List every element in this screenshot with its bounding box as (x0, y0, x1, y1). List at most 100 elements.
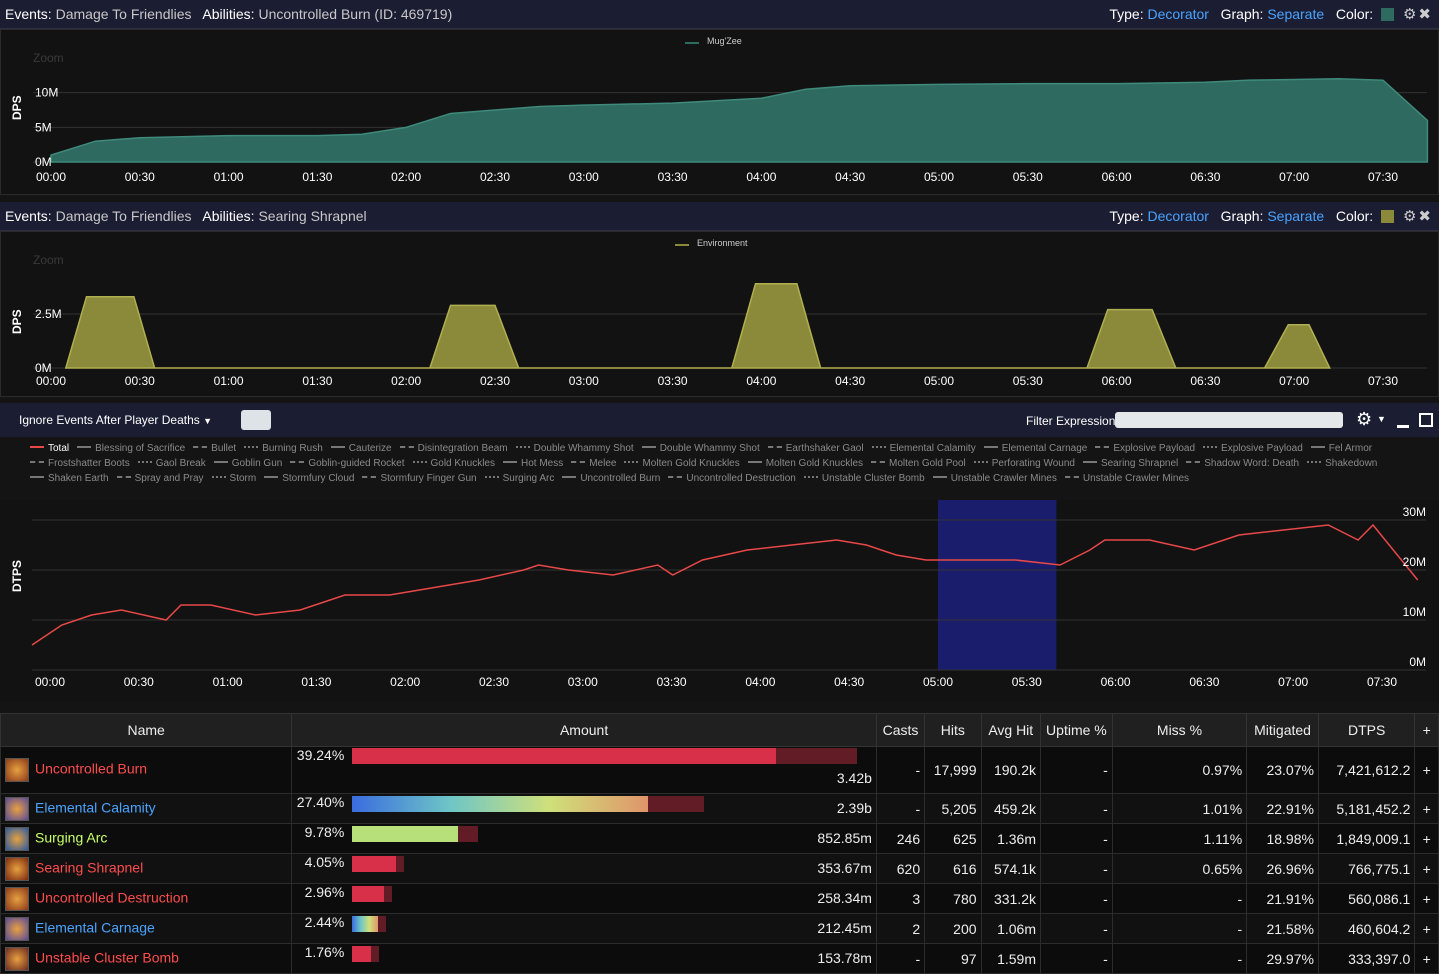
legend-item[interactable]: Storm (211, 471, 256, 486)
expand-button[interactable]: + (1414, 943, 1439, 974)
legend-item[interactable]: Unstable Crawler Mines (1064, 471, 1189, 486)
legend-item[interactable]: Shadow Word: Death (1186, 456, 1299, 471)
table-row[interactable]: Unstable Cluster Bomb 1.76% 153.78m -97 1.59… (0, 943, 1439, 974)
legend-item[interactable]: Frostshatter Boots (30, 456, 130, 471)
legend-item[interactable]: Gaol Break (137, 456, 206, 471)
legend-item[interactable]: Cauterize (330, 441, 392, 456)
legend-item[interactable]: Uncontrolled Burn (562, 471, 660, 486)
ability-name-cell[interactable]: Elemental Carnage (0, 913, 293, 945)
legend-item[interactable]: Goblin Gun (213, 456, 282, 471)
maximize-icon[interactable] (1419, 413, 1433, 427)
legend-item[interactable]: Elemental Calamity (871, 441, 976, 456)
zoom-label[interactable]: Zoom (33, 253, 64, 267)
legend-item[interactable]: Molten Gold Knuckles (624, 456, 740, 471)
expand-button[interactable]: + (1414, 793, 1439, 825)
table-row[interactable]: Uncontrolled Burn 39.24% 3.42b -17,999 190.2… (0, 745, 1439, 795)
toggle-button[interactable] (241, 410, 271, 430)
legend-item[interactable]: Disintegration Beam (399, 441, 508, 456)
ability-name-cell[interactable]: Elemental Calamity (0, 793, 293, 825)
type-link[interactable]: Decorator (1147, 208, 1209, 224)
dps-chart-1[interactable]: Zoom Mug'Zee DPS 0M 5M 10M 00:00 00:30 01:00… (1, 30, 1438, 194)
ability-name-cell[interactable]: Surging Arc (0, 823, 293, 855)
legend-item[interactable]: Spray and Pray (116, 471, 204, 486)
legend-item[interactable]: Searing Shrapnel (1082, 456, 1178, 471)
ability-name[interactable]: Unstable Cluster Bomb (35, 949, 179, 966)
col-uptime[interactable]: Uptime % (1040, 713, 1113, 747)
gear-icon[interactable]: ⚙ (1356, 409, 1373, 429)
close-icon[interactable]: ✖ (1418, 208, 1431, 225)
expand-button[interactable]: + (1414, 745, 1439, 795)
caret-down-icon[interactable]: ▼ (1377, 414, 1386, 424)
ability-name-cell[interactable]: Unstable Cluster Bomb (0, 943, 293, 974)
abilities-value[interactable]: Uncontrolled Burn (ID: 469719) (258, 6, 453, 22)
ability-name-cell[interactable]: Uncontrolled Destruction (0, 883, 293, 915)
legend-item[interactable]: Hot Mess (502, 456, 563, 471)
legend-item[interactable]: Explosive Payload (1203, 441, 1303, 456)
graph-link[interactable]: Separate (1267, 6, 1325, 22)
table-row[interactable]: Surging Arc 9.78% 852.85m 246 625 1.36m -1.11%… (0, 823, 1439, 855)
legend-item[interactable]: Double Whammy Shot (641, 441, 760, 456)
ignore-deaths-dropdown[interactable]: Ignore Events After Player Deaths ▼ (19, 413, 212, 427)
chart-area[interactable]: Zoom Environment DPS 0M 2.5M 00:00 00:30 01… (0, 231, 1439, 397)
filter-input[interactable] (1115, 412, 1343, 428)
legend-item[interactable]: Earthshaker Gaol (767, 441, 864, 456)
legend-label[interactable]: Mug'Zee (707, 36, 742, 46)
legend-item[interactable]: Melee (571, 456, 616, 471)
legend-item[interactable]: Molten Gold Knuckles (747, 456, 863, 471)
dtps-chart[interactable]: DTPS 0M 10M 20M 30M 00:00 00:30 01:00 01:30 02:… (0, 500, 1439, 702)
gear-icon[interactable]: ⚙ (1402, 208, 1417, 225)
ability-name[interactable]: Surging Arc (35, 829, 108, 846)
expand-button[interactable]: + (1414, 883, 1439, 915)
minimize-icon[interactable] (1397, 425, 1409, 428)
ability-name[interactable]: Elemental Calamity (35, 799, 156, 816)
expand-button[interactable]: + (1414, 913, 1439, 945)
legend-label[interactable]: Environment (697, 238, 748, 248)
legend-item[interactable]: Shaken Earth (30, 471, 109, 486)
events-value[interactable]: Damage To Friendlies (55, 208, 192, 224)
abilities-value[interactable]: Searing Shrapnel (258, 208, 367, 224)
chart-area[interactable]: Zoom Mug'Zee DPS 0M 5M 10M 00:00 00:30 01:00… (0, 29, 1439, 195)
expand-button[interactable]: + (1414, 853, 1439, 885)
zoom-label[interactable]: Zoom (33, 51, 64, 65)
legend-item[interactable]: Unstable Cluster Bomb (803, 471, 925, 486)
legend-item[interactable]: Gold Knuckles (412, 456, 495, 471)
ability-name[interactable]: Elemental Carnage (35, 919, 155, 936)
legend-item[interactable]: Fel Armor (1310, 441, 1372, 456)
color-swatch[interactable] (1381, 8, 1395, 21)
legend-item[interactable]: Perforating Wound (973, 456, 1075, 471)
table-row[interactable]: Uncontrolled Destruction 2.96% 258.34m 3 780… (0, 883, 1439, 915)
table-row[interactable]: Elemental Calamity 27.40% 2.39b -5,205 459.2… (0, 793, 1439, 825)
legend-item[interactable]: Uncontrolled Destruction (668, 471, 796, 486)
legend-item[interactable]: Burning Rush (244, 441, 323, 456)
col-avg-hit[interactable]: Avg Hit (980, 713, 1042, 747)
legend-item[interactable]: Unstable Crawler Mines (932, 471, 1057, 486)
legend-item[interactable]: Bullet (193, 441, 236, 456)
col-miss[interactable]: Miss % (1111, 713, 1248, 747)
ability-name[interactable]: Searing Shrapnel (35, 859, 144, 876)
col-mitigated[interactable]: Mitigated (1246, 713, 1319, 747)
dps-chart-2[interactable]: Zoom Environment DPS 0M 2.5M 00:00 00:30 01… (1, 232, 1438, 396)
color-swatch[interactable] (1381, 210, 1395, 223)
legend-item[interactable]: Surging Arc (484, 471, 554, 486)
ability-name[interactable]: Uncontrolled Destruction (35, 889, 189, 906)
type-link[interactable]: Decorator (1147, 6, 1209, 22)
legend-item[interactable]: Total (30, 441, 69, 456)
legend-item[interactable]: Shakedown (1307, 456, 1377, 471)
col-casts[interactable]: Casts (875, 713, 926, 747)
table-row[interactable]: Elemental Carnage 2.44% 212.45m 2 200 1.06m - -… (0, 913, 1439, 945)
legend-item[interactable]: Elemental Carnage (983, 441, 1087, 456)
table-row[interactable]: Searing Shrapnel 4.05% 353.67m 620 616 574.1k… (0, 853, 1439, 885)
ability-name[interactable]: Uncontrolled Burn (35, 760, 148, 777)
legend-item[interactable]: Blessing of Sacrifice (77, 441, 185, 456)
expand-button[interactable]: + (1414, 823, 1439, 855)
graph-link[interactable]: Separate (1267, 208, 1325, 224)
legend-item[interactable]: Explosive Payload (1095, 441, 1195, 456)
legend-item[interactable]: Stormfury Finger Gun (362, 471, 477, 486)
ability-name-cell[interactable]: Searing Shrapnel (0, 853, 293, 885)
gear-icon[interactable]: ⚙ (1402, 6, 1417, 23)
legend-item[interactable]: Molten Gold Pool (871, 456, 966, 471)
col-hits[interactable]: Hits (924, 713, 982, 747)
col-add-button[interactable]: + (1414, 713, 1439, 747)
col-name[interactable]: Name (0, 713, 293, 747)
col-dtps[interactable]: DTPS (1317, 713, 1416, 747)
